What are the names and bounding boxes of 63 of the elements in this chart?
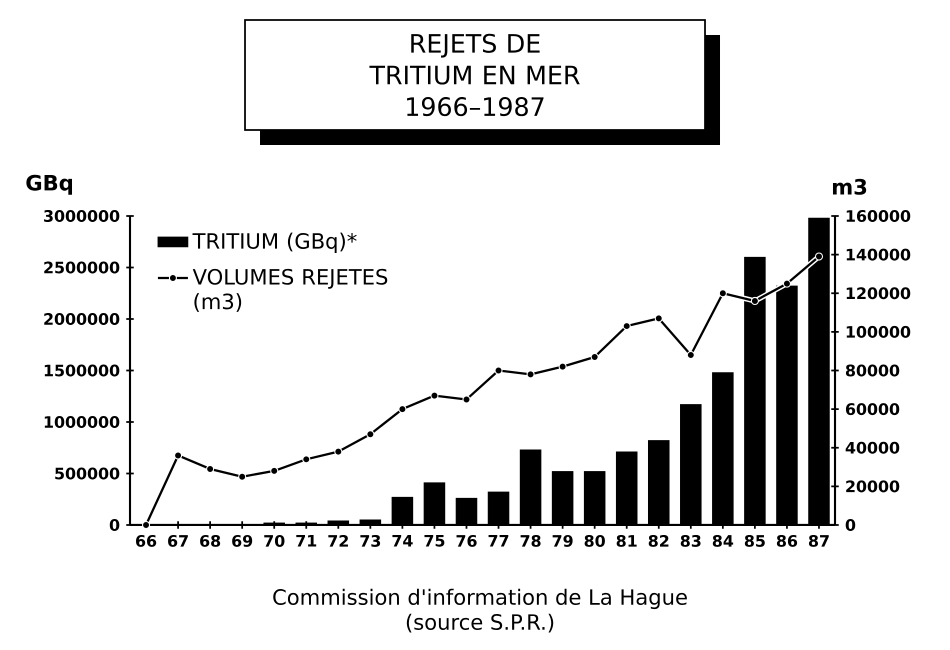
x-tick-label: 85	[744, 534, 765, 547]
x-tick-label: 67	[168, 534, 188, 547]
y2-tick-label: 100000	[846, 326, 910, 338]
point	[750, 296, 759, 306]
y2-tick-label: 140000	[846, 248, 910, 261]
text: (source S.P.R.)	[406, 614, 554, 632]
y2-axis-title: m3	[832, 178, 866, 195]
point	[430, 392, 438, 400]
point	[366, 430, 374, 438]
y2-tick-label: 120000	[846, 287, 910, 300]
y-tick-label: 1500000	[44, 364, 120, 376]
point	[654, 314, 663, 322]
legend-label: TRITIUM (GBq)*	[192, 232, 357, 254]
x-tick-label: 76	[456, 534, 477, 547]
y2-tick-label: 40000	[846, 442, 900, 454]
x-tick-label: 87	[808, 534, 829, 547]
y2-tick-label: 160000	[846, 210, 910, 222]
y-tick-label: 1000000	[44, 416, 120, 428]
y-axis-title: GBq	[26, 174, 72, 195]
point	[302, 455, 310, 464]
y-tick-label: 2000000	[44, 313, 120, 325]
point	[814, 252, 824, 261]
x-tick-label: 79	[552, 534, 573, 547]
x-tick-label: 78	[520, 534, 541, 547]
x-tick-label: 74	[392, 534, 413, 546]
x-tick-label: 77	[488, 534, 508, 546]
x-tick-label: 72	[328, 534, 348, 547]
legend-label: VOLUMES REJETES (m3)	[192, 268, 388, 312]
x-tick-label: 86	[776, 534, 798, 547]
x-tick-label: 68	[200, 534, 220, 547]
x-tick-label: 71	[296, 534, 316, 546]
point	[142, 520, 150, 530]
x-tick-label: 73	[360, 534, 380, 547]
point	[558, 362, 567, 371]
y-tick-label: 0	[110, 519, 120, 531]
y-tick-label: 500000	[55, 468, 120, 480]
point	[718, 289, 727, 298]
x-tick-label: 80	[584, 534, 605, 547]
point	[782, 280, 791, 288]
x-tick-label: 83	[680, 534, 701, 547]
point	[462, 395, 471, 404]
point	[238, 472, 246, 481]
y2-tick-label: 60000	[846, 403, 900, 416]
point	[526, 370, 535, 378]
y2-tick-label: 0	[846, 519, 856, 531]
x-tick-label: 70	[264, 534, 284, 547]
x-tick-label: 84	[712, 534, 734, 547]
y-tick-label: 3000000	[44, 210, 120, 222]
point	[270, 466, 278, 475]
y2-tick-label: 20000	[846, 480, 900, 492]
chart-subtitle: 1966–1987	[407, 97, 544, 116]
x-tick-label: 69	[232, 534, 252, 547]
chart-title: REJETS DE TRITIUM EN MER	[369, 34, 580, 85]
x-tick-label: 81	[616, 534, 637, 547]
point	[334, 448, 342, 456]
x-tick-label: 66	[136, 534, 156, 547]
y2-tick-label: 80000	[846, 364, 900, 376]
point	[398, 405, 406, 414]
point	[622, 322, 631, 330]
x-tick-label: 82	[648, 534, 668, 547]
x-tick-label: 75	[424, 534, 444, 547]
text: Commission d'information de La Hague	[273, 588, 687, 610]
y-tick-label: 2500000	[44, 262, 120, 274]
